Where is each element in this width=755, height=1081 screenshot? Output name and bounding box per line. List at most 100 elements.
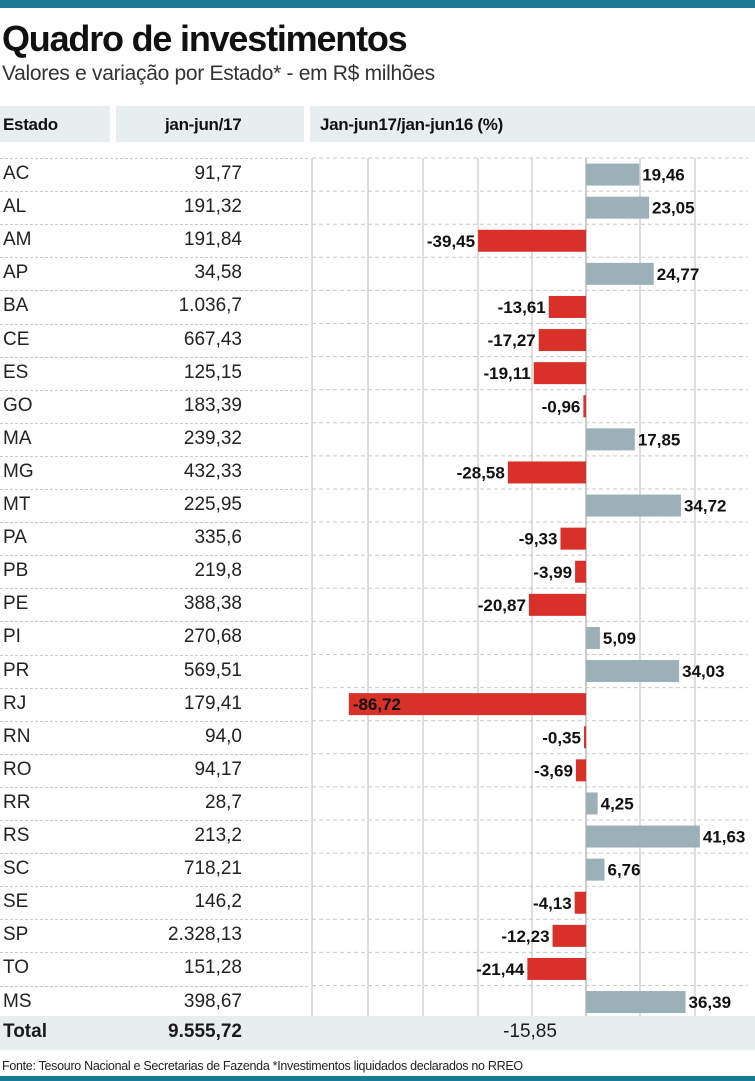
state-code: RS xyxy=(3,825,30,846)
bar-pb xyxy=(575,560,586,583)
total-value: 9.555,72 xyxy=(168,1021,242,1042)
data-label-ac: 19,46 xyxy=(642,166,685,185)
row-separator xyxy=(0,356,308,358)
state-investment-value: 191,32 xyxy=(183,196,242,218)
data-label-rn: -0,35 xyxy=(542,728,581,747)
data-label-ro: -3,69 xyxy=(534,761,573,780)
state-investment-value: 432,33 xyxy=(183,460,242,482)
state-code: SP xyxy=(3,924,29,946)
state-investment-value: 667,43 xyxy=(183,328,242,350)
row-separator xyxy=(0,687,308,689)
state-code: RN xyxy=(3,725,31,747)
bar-es xyxy=(533,362,586,385)
bar-rj xyxy=(348,693,586,716)
data-label-rr: 4,25 xyxy=(601,794,634,813)
footnote: Fonte: Tesouro Nacional e Secretarias de… xyxy=(2,1059,523,1073)
state-investment-value: 94,17 xyxy=(194,758,242,780)
data-label-se: -4,13 xyxy=(533,894,572,913)
data-label-ap: 24,77 xyxy=(657,265,700,284)
data-label-ba: -13,61 xyxy=(498,298,546,317)
bottom-accent-bar xyxy=(0,1076,755,1081)
data-label-mt: 34,72 xyxy=(684,497,727,516)
row-separator xyxy=(0,422,308,424)
bar-al xyxy=(586,196,650,219)
state-investment-value: 335,6 xyxy=(194,527,242,549)
state-code: MG xyxy=(3,460,34,482)
data-label-rs: 41,63 xyxy=(703,828,746,847)
bar-mg xyxy=(507,461,586,484)
state-code: PI xyxy=(3,626,21,648)
column-header-state: Estado xyxy=(3,115,58,134)
header-cell-value xyxy=(116,106,304,142)
state-investment-value: 388,38 xyxy=(183,593,242,615)
state-code: AP xyxy=(3,262,29,284)
bar-mt xyxy=(586,494,681,517)
row-separator xyxy=(0,191,308,193)
data-label-mg: -28,58 xyxy=(457,463,505,482)
data-label-ms: 36,39 xyxy=(689,993,732,1012)
state-investment-value: 239,32 xyxy=(183,427,242,449)
row-separator xyxy=(0,621,308,623)
state-investment-value: 225,95 xyxy=(183,494,242,515)
state-code: MS xyxy=(3,990,32,1012)
state-investment-value: 718,21 xyxy=(183,858,242,880)
state-code: PA xyxy=(3,527,27,549)
state-code: TO xyxy=(3,957,30,979)
row-separator xyxy=(0,588,308,590)
bar-pr xyxy=(586,660,680,683)
state-investment-value: 2.328,13 xyxy=(168,924,242,946)
row-separator xyxy=(0,158,308,159)
bar-ba xyxy=(548,295,586,318)
state-investment-value: 28,7 xyxy=(205,791,242,813)
bar-sp xyxy=(552,924,586,947)
state-code: RR xyxy=(3,791,31,813)
data-label-sc: 6,76 xyxy=(607,861,640,880)
state-investment-value: 1.036,7 xyxy=(178,295,242,317)
bar-to xyxy=(527,957,586,980)
data-label-al: 23,05 xyxy=(652,199,695,218)
bar-ac xyxy=(586,163,640,186)
state-investment-value: 91,77 xyxy=(194,163,242,184)
row-separator xyxy=(0,389,308,391)
row-separator xyxy=(0,489,308,490)
top-accent-bar xyxy=(0,0,755,8)
row-separator xyxy=(0,720,308,722)
row-separator xyxy=(0,455,308,457)
state-code: PB xyxy=(3,560,29,582)
page-subtitle: Valores e variação por Estado* - em R$ m… xyxy=(2,62,435,85)
row-separator xyxy=(0,753,308,755)
row-separator xyxy=(0,853,308,855)
row-separator xyxy=(0,820,308,821)
state-code: MA xyxy=(3,427,32,449)
state-code: PR xyxy=(3,659,30,681)
state-code: MT xyxy=(3,494,31,515)
state-investment-value: 179,41 xyxy=(183,692,242,714)
bar-ap xyxy=(586,262,654,285)
row-separator xyxy=(0,323,308,325)
bar-go xyxy=(583,395,586,418)
state-investment-value: 219,8 xyxy=(194,560,242,582)
header-cell-change xyxy=(310,106,755,142)
row-separator xyxy=(0,290,308,292)
state-code: PE xyxy=(3,593,29,615)
data-label-pa: -9,33 xyxy=(519,530,558,549)
bar-am xyxy=(478,229,586,252)
bar-sc xyxy=(586,858,605,881)
total-change: -15,85 xyxy=(503,1021,557,1042)
data-label-ce: -17,27 xyxy=(488,331,536,350)
row-separator xyxy=(0,786,308,788)
bar-rn xyxy=(584,726,586,749)
state-code: AC xyxy=(3,163,30,184)
state-investment-value: 569,51 xyxy=(183,659,242,681)
bar-pa xyxy=(560,527,586,550)
bar-ma xyxy=(586,428,635,451)
row-separator xyxy=(0,224,308,226)
state-investment-value: 151,28 xyxy=(183,957,242,979)
data-label-es: -19,11 xyxy=(483,364,530,383)
state-code: GO xyxy=(3,394,33,416)
data-label-am: -39,45 xyxy=(427,232,475,251)
bar-ce xyxy=(538,329,586,352)
state-investment-value: 146,2 xyxy=(194,891,242,913)
row-separator xyxy=(0,257,308,259)
